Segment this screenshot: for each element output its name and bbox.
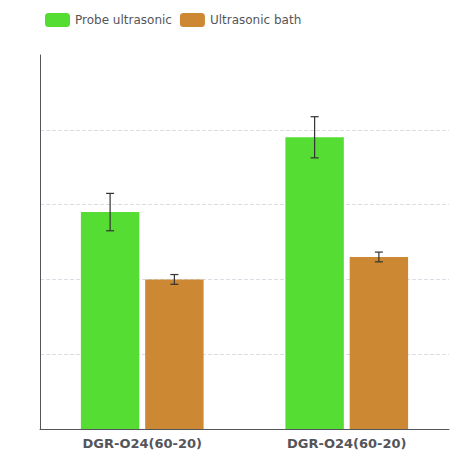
svg-text:DGR-O24(60-20): DGR-O24(60-20) [287, 436, 406, 451]
svg-text:DGR-O24(60-20): DGR-O24(60-20) [83, 436, 202, 451]
svg-text:Probe ultrasonic: Probe ultrasonic [75, 13, 172, 27]
svg-text:Ultrasonic bath: Ultrasonic bath [210, 13, 301, 27]
